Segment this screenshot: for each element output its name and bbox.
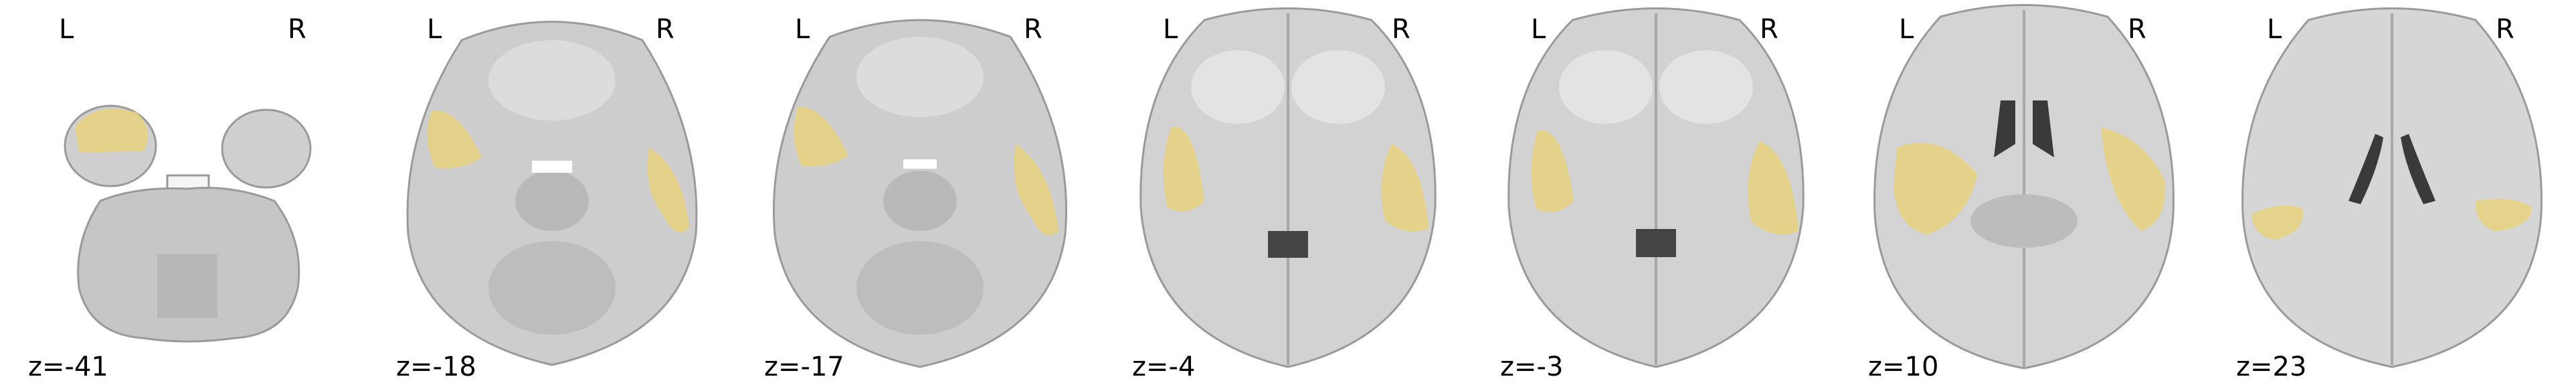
brain-slice-image bbox=[1139, 7, 1437, 368]
activation-overlay bbox=[1748, 141, 1799, 235]
activation-overlay bbox=[794, 106, 848, 167]
activation-overlay bbox=[2251, 205, 2303, 240]
orientation-right-label: R bbox=[1392, 14, 1410, 45]
orientation-left-label: L bbox=[427, 14, 442, 45]
slice-panel-1: L R z=-41 bbox=[0, 0, 368, 385]
orientation-left-label: L bbox=[1899, 14, 1914, 45]
activation-overlay bbox=[2101, 127, 2165, 231]
brain-slice-image bbox=[64, 104, 312, 343]
brain-slice-image bbox=[406, 21, 698, 366]
orientation-left-label: L bbox=[2267, 14, 2282, 45]
activation-overlay bbox=[427, 110, 482, 168]
slice-coordinate-label: z=10 bbox=[1868, 352, 1939, 382]
activation-overlay bbox=[1163, 127, 1204, 212]
slice-coordinate-label: z=-3 bbox=[1500, 352, 1564, 382]
slice-panel-2: L R z=-18 bbox=[368, 0, 736, 385]
orientation-right-label: R bbox=[1024, 14, 1042, 45]
slice-panel-5: L R z=-3 bbox=[1472, 0, 1840, 385]
slice-coordinate-label: z=-4 bbox=[1132, 352, 1196, 382]
slice-coordinate-label: z=23 bbox=[2236, 352, 2307, 382]
activation-overlay bbox=[1381, 144, 1429, 232]
slice-panel-4: L R z=-4 bbox=[1104, 0, 1472, 385]
activation-overlay bbox=[1531, 130, 1574, 212]
activation-overlay bbox=[1014, 144, 1059, 236]
orientation-left-label: L bbox=[59, 14, 74, 45]
slice-coordinate-label: z=-18 bbox=[396, 352, 476, 382]
slice-panel-7: L R z=23 bbox=[2208, 0, 2576, 385]
orientation-right-label: R bbox=[2128, 14, 2146, 45]
brain-slice-image bbox=[772, 19, 1068, 368]
orientation-right-label: R bbox=[2496, 14, 2514, 45]
activation-overlay bbox=[647, 147, 689, 232]
activation-overlay bbox=[75, 108, 148, 153]
slice-coordinate-label: z=-41 bbox=[28, 352, 108, 382]
brain-slice-image bbox=[2241, 7, 2543, 368]
orientation-right-label: R bbox=[656, 14, 674, 45]
slice-panel-3: L R z=-17 bbox=[736, 0, 1104, 385]
activation-overlay bbox=[1894, 143, 1977, 234]
slice-panel-6: L R z=10 bbox=[1840, 0, 2208, 385]
orientation-right-label: R bbox=[288, 14, 306, 45]
brain-slice-image bbox=[1873, 4, 2175, 370]
activation-overlay bbox=[2475, 198, 2533, 231]
orientation-left-label: L bbox=[1163, 14, 1178, 45]
slice-coordinate-label: z=-17 bbox=[764, 352, 844, 382]
orientation-left-label: L bbox=[795, 14, 810, 45]
brain-slice-image bbox=[1507, 7, 1805, 368]
orientation-left-label: L bbox=[1531, 14, 1546, 45]
orientation-right-label: R bbox=[1760, 14, 1778, 45]
